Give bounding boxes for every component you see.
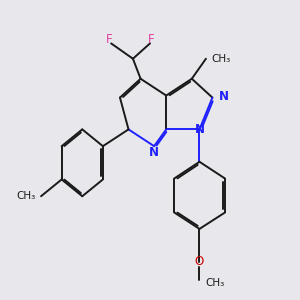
Text: CH₃: CH₃ <box>206 278 225 287</box>
Text: N: N <box>219 90 229 103</box>
Text: F: F <box>106 33 113 46</box>
Text: N: N <box>149 146 159 159</box>
Text: O: O <box>195 255 204 268</box>
Text: N: N <box>194 123 205 136</box>
Text: CH₃: CH₃ <box>212 54 231 64</box>
Text: F: F <box>148 33 155 46</box>
Text: CH₃: CH₃ <box>16 191 36 201</box>
